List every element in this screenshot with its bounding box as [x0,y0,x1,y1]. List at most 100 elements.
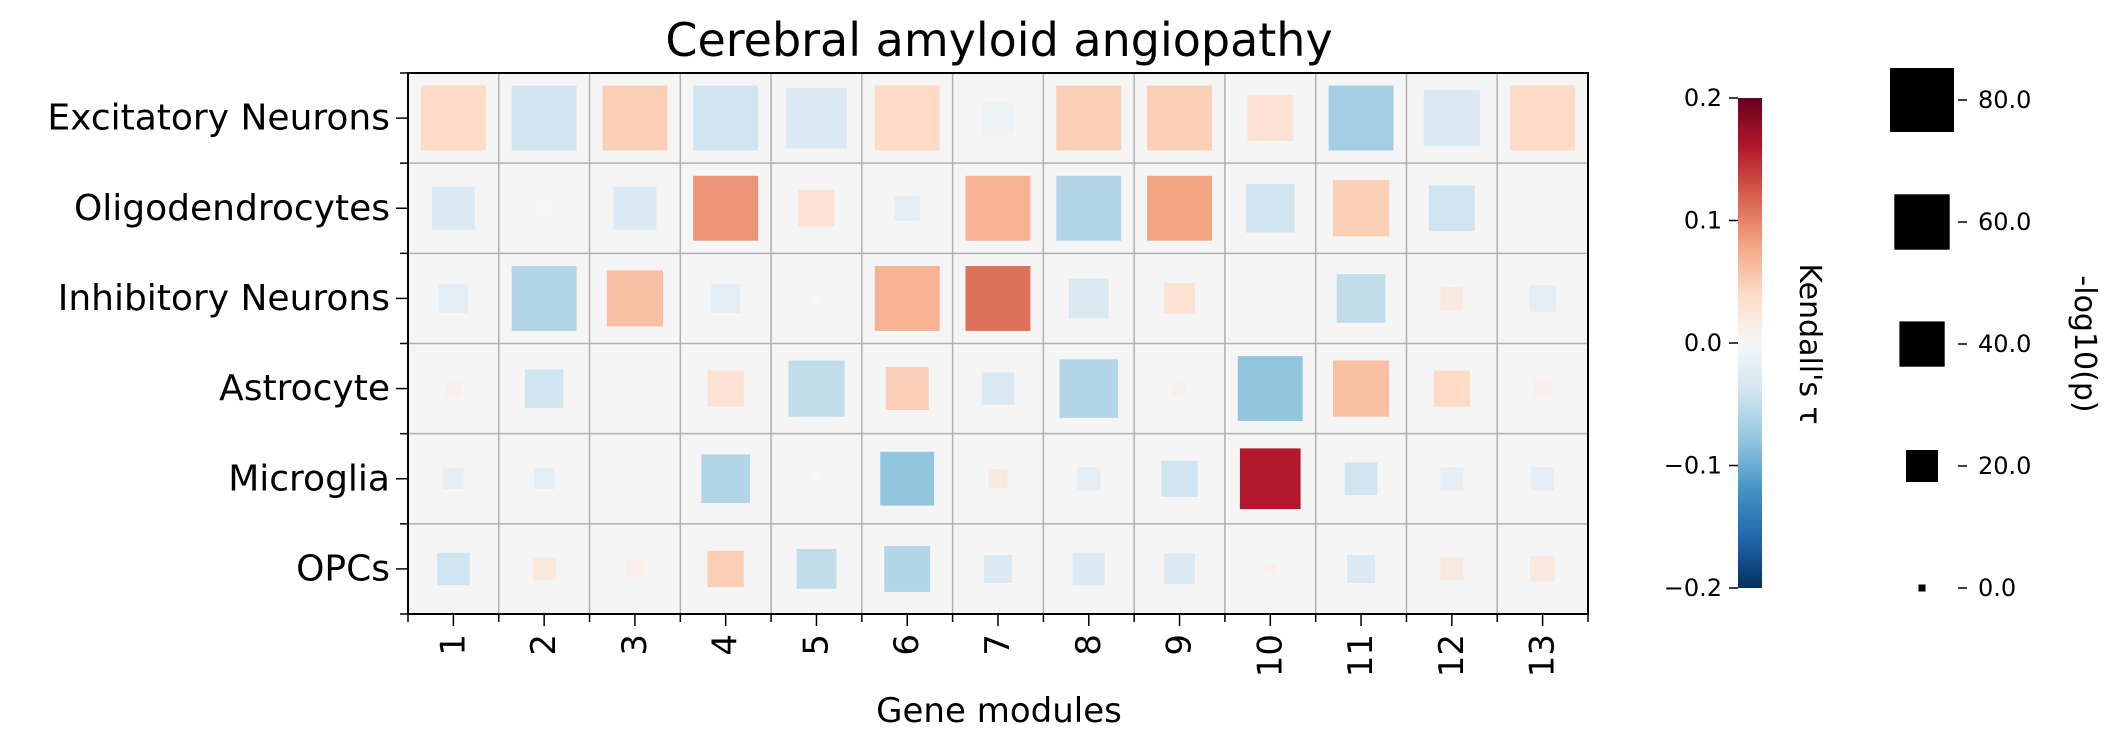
heatmap-cell [613,186,657,230]
heatmap-cell [1237,356,1303,421]
heatmap-cell [1440,467,1464,491]
size-legend-marker [1899,321,1945,367]
colorbar-gradient-bar [1738,98,1762,588]
heatmap-cell [1333,360,1390,417]
heatmap-cell [431,186,475,230]
heatmap-cell [1333,180,1390,237]
heatmap-cell [1433,370,1470,407]
heatmap-cell [811,473,822,484]
heatmap-cell [1077,467,1101,491]
heatmap-cell [788,360,845,417]
size-legend-tick-label: 60.0 [1978,208,2031,236]
heatmap-cell [1347,554,1376,583]
heatmap-cell [965,266,1031,331]
heatmap-cell [533,468,555,489]
colorbar-tick-label: 0.1 [1684,207,1722,235]
heatmap-cell [537,202,551,215]
x-axis-label: Gene modules [876,691,1122,731]
heatmap-cell [796,549,837,589]
heatmap-cell [811,293,822,304]
heatmap-cell [1529,285,1556,312]
heatmap-cell [1344,462,1378,495]
heatmap-cell [602,85,668,151]
x-tick-label: 4 [706,634,746,656]
heatmap-cell [1246,183,1295,233]
x-tick-label: 3 [615,634,655,656]
heatmap-cell [988,469,1008,489]
heatmap-cell [1440,286,1464,310]
heatmap-cell [1423,90,1480,147]
heatmap-cell [1072,552,1105,586]
heatmap-cell [981,101,1015,135]
heatmap-cell [443,468,464,489]
heatmap-cell [1056,85,1122,151]
x-tick-label: 5 [797,634,837,656]
heatmap-cell [445,380,462,397]
x-tick-label: 8 [1069,634,1109,656]
x-tick-label: 13 [1523,634,1563,677]
heatmap-cell [874,85,940,151]
y-tick-label: Astrocyte [219,368,390,409]
heatmap-cell [981,372,1015,405]
heatmap-cell [1428,185,1475,232]
heatmap-cell [606,270,663,327]
heatmap-cell [1164,553,1195,585]
heatmap-cell [1336,274,1386,323]
colorbar: 0.2 0.1 0.0 −0.1 −0.2 [1664,84,1762,602]
heatmap-cell [1328,85,1394,151]
x-tick-label: 10 [1250,634,1290,677]
y-tick-label: Oligodendrocytes [74,188,390,229]
x-tick-label: 1 [433,634,473,656]
heatmap-cell [885,367,929,410]
heatmap-cell [786,87,847,149]
y-tick-label: Excitatory Neurons [47,98,390,139]
size-legend-marker [1918,584,1926,592]
x-tick-label: 7 [978,634,1018,656]
heatmap-cell [1530,556,1556,582]
x-tick-label: 12 [1432,634,1472,677]
heatmap-cell [511,266,577,331]
heatmap-cell [711,283,741,313]
heatmap-cell [1164,283,1195,314]
heatmap-cell [894,195,920,221]
colorbar-tick-label: −0.1 [1664,452,1722,480]
x-tick-label: 9 [1160,634,1200,656]
x-tick-label: 6 [887,634,927,656]
heatmap-cell [525,369,564,408]
colorbar-tick-label: 0.2 [1684,84,1722,112]
heatmap-cell [983,554,1012,583]
heatmap-cell [1161,460,1198,497]
colorbar-label: Kendall's τ [1792,263,1827,424]
heatmap-cell [884,546,931,592]
heatmap-cell [626,560,644,578]
size-legend-marker [1894,194,1950,250]
colorbar-tick-label: −0.2 [1664,574,1722,602]
heatmap-cell [1059,359,1118,418]
heatmap-cell [1172,381,1187,396]
colorbar-tick-label: 0.0 [1684,329,1722,357]
heatmap-cell [874,266,940,331]
size-legend-marker [1890,68,1954,132]
x-tick-label: 2 [524,634,564,656]
size-legend-tick-label: 80.0 [1978,86,2031,114]
heatmap-cell [1147,175,1212,241]
x-tick-label: 11 [1341,634,1381,677]
heatmap-cell [438,283,468,313]
heatmap-cell [511,85,577,151]
heatmap-cell [420,85,486,151]
heatmap-cell [1533,379,1552,398]
size-legend-label: -log10(p) [2067,275,2102,412]
size-legend-tick-label: 20.0 [1978,452,2031,480]
y-tick-label: Inhibitory Neurons [58,278,390,319]
y-tick-label: Microglia [228,458,390,499]
heatmap-cell [532,557,556,581]
heatmap-cell [965,175,1031,241]
heatmap-cell [1440,557,1464,581]
y-tick-label: OPCs [296,548,390,589]
heatmap-cell [880,451,935,506]
heatmap-cell [437,552,470,586]
heatmap-cell [1510,85,1576,151]
